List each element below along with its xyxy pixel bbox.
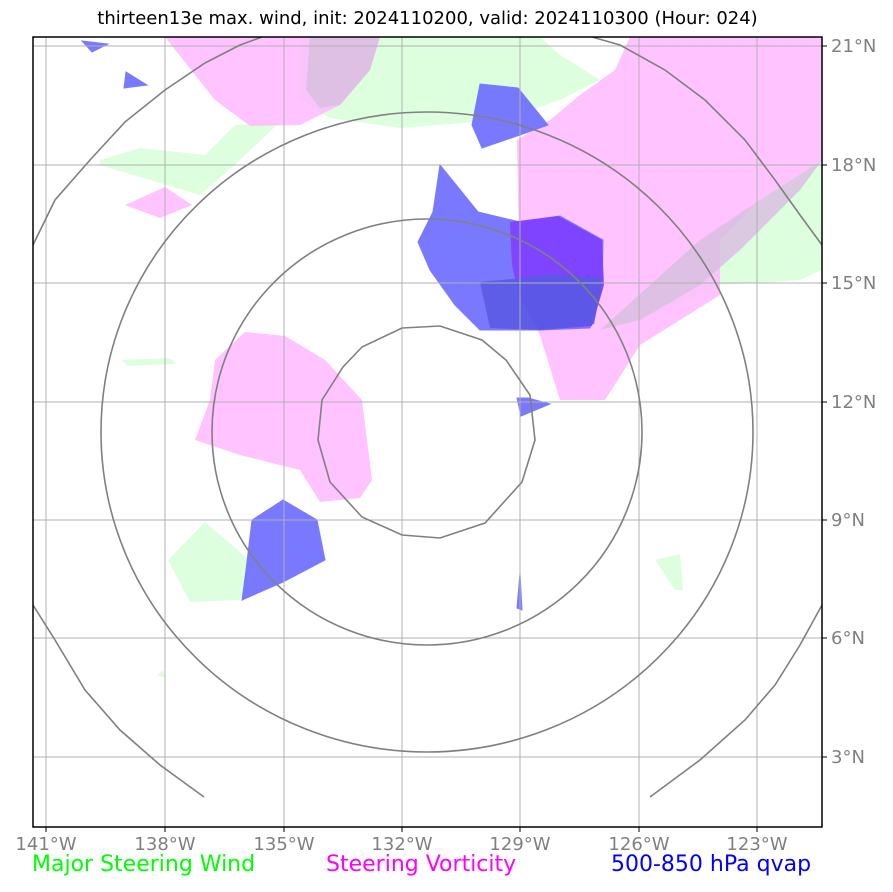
qvap-area-small-center — [516, 397, 552, 417]
range-rings — [33, 37, 822, 798]
lon-tick-label: 135°W — [253, 834, 314, 855]
qvap-area-northwest-2 — [123, 71, 149, 89]
legend-qvap: 500-850 hPa qvap — [611, 852, 812, 877]
lat-tick-label: 3°N — [831, 747, 865, 768]
tick-marks — [45, 45, 827, 832]
gridlines — [33, 37, 822, 827]
range-ring-outer — [33, 37, 822, 798]
lat-tick-label: 12°N — [831, 392, 876, 413]
overlap-area-east — [600, 160, 822, 330]
legend-steering-vorticity: Steering Vorticity — [326, 852, 517, 877]
lon-tick-label: 123°W — [726, 834, 787, 855]
map-frame — [32, 36, 823, 828]
lat-tick-label: 6°N — [831, 628, 865, 649]
qvap-area-overlap — [480, 275, 603, 330]
overlap-layer — [306, 37, 822, 330]
map-title: thirteen13e max. wind, init: 2024110200,… — [97, 8, 758, 29]
lon-tick-label: 129°W — [489, 834, 550, 855]
lat-tick-label: 18°N — [831, 155, 876, 176]
wind-area-northwest — [100, 122, 280, 195]
wind-area-small-1 — [122, 358, 176, 366]
range-ring-3 — [100, 111, 754, 753]
lon-tick-label: 138°W — [134, 834, 195, 855]
range-ring-2 — [211, 218, 643, 646]
lat-tick-labels: 21°N 18°N 15°N 12°N 9°N 6°N 3°N — [831, 36, 876, 768]
lon-tick-label: 132°W — [371, 834, 432, 855]
lon-tick-label: 141°W — [15, 834, 76, 855]
range-ring-inner — [317, 325, 536, 539]
wind-area-small-2 — [157, 670, 165, 678]
lat-tick-label: 9°N — [831, 510, 865, 531]
lon-tick-label: 126°W — [608, 834, 669, 855]
legend-steering-wind: Major Steering Wind — [32, 852, 256, 877]
overlap-area-north — [306, 37, 380, 108]
wind-area-southeast — [655, 554, 683, 590]
wind-area-southwest — [168, 522, 255, 602]
lon-tick-labels: 141°W 138°W 135°W 132°W 129°W 126°W 123°… — [15, 834, 787, 855]
map-layers — [33, 37, 822, 827]
lat-tick-label: 15°N — [831, 273, 876, 294]
vorticity-area-west — [125, 187, 192, 218]
lat-tick-label: 21°N — [831, 36, 876, 57]
